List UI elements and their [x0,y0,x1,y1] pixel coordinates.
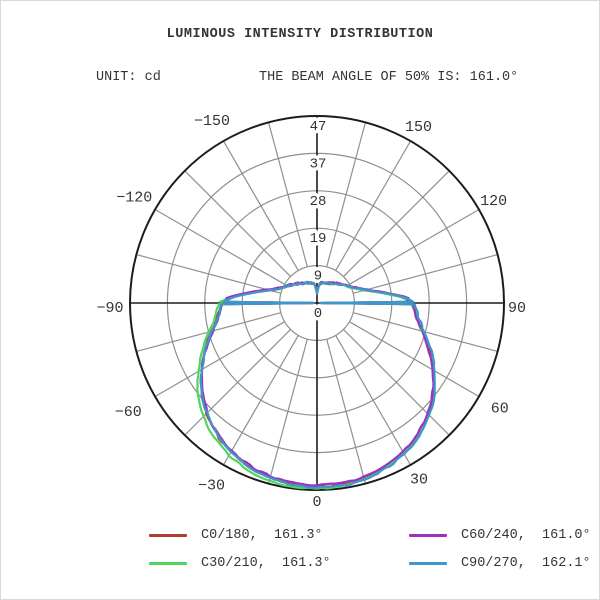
outer-circle [129,115,505,491]
grid-spoke [343,170,450,277]
angle-label--120: −120 [116,189,152,206]
angle-label-120: 120 [480,193,507,210]
angle-label-30: 30 [410,472,428,489]
legend-item-c0-180: C0/180, 161.3° [149,528,323,543]
angle-label--60: −60 [115,404,142,421]
radial-tick-label: 37 [310,156,327,172]
legend-label: C30/210, 161.3° [201,556,331,571]
grid-spoke [335,335,412,466]
grid-spoke [222,140,299,271]
legend-label: C60/240, 161.0° [461,528,591,543]
grid-spoke [326,122,366,268]
curve-c90-270 [199,281,436,489]
grid-spoke [352,254,498,294]
grid-spoke [349,208,480,285]
grid-spoke [349,321,480,398]
unit-label: UNIT: cd [96,70,161,85]
legend-swatch-c0-180 [149,534,187,537]
grid-spoke [154,208,285,285]
angle-label--150: −150 [194,113,230,130]
legend-label: C0/180, 161.3° [201,528,323,543]
beam-angle-label: THE BEAM ANGLE OF 50% IS: 161.0° [259,70,519,85]
legend-label: C90/270, 162.1° [461,556,591,571]
radial-tick-label: 28 [310,194,327,210]
legend-swatch-c90-270 [409,562,447,565]
angle-label-90: 90 [508,300,526,317]
legend-item-c60-240: C60/240, 161.0° [409,528,591,543]
grid-spoke [222,335,299,466]
legend-swatch-c30-210 [149,562,187,565]
radial-tick-label: 19 [310,231,327,247]
angle-label-150: 150 [405,119,432,136]
grid-spoke [326,338,366,484]
legend-swatch-c60-240 [409,534,447,537]
page-title: LUMINOUS INTENSITY DISTRIBUTION [166,27,434,42]
grid-spoke [268,122,308,268]
legend-item-c90-270: C90/270, 162.1° [409,556,591,571]
radial-tick-label: 0 [314,306,322,322]
angle-label--90: −90 [96,300,123,317]
grid-spoke [343,329,450,436]
angle-label-0: 0 [312,494,321,511]
radial-tick-label: 47 [310,119,327,135]
grid-spoke [184,329,291,436]
grid-spoke [352,312,498,352]
grid-spoke [136,254,282,294]
angle-label-60: 60 [491,400,509,417]
legend-item-c30-210: C30/210, 161.3° [149,556,331,571]
grid-spoke [335,140,412,271]
grid-spoke [154,321,285,398]
grid-spoke [184,170,291,277]
angle-label--30: −30 [198,478,225,495]
grid-spoke [268,338,308,484]
